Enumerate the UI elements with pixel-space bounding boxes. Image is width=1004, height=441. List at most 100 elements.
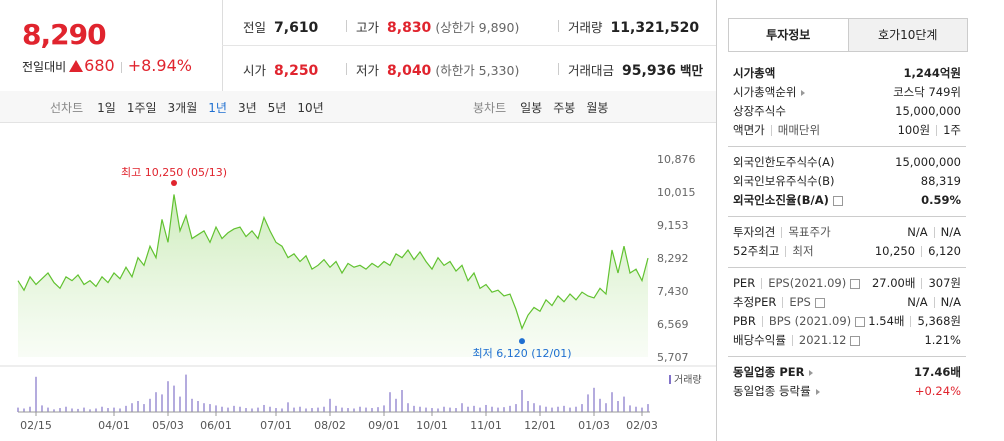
stat-row-divider [222, 45, 716, 46]
separator [120, 62, 122, 73]
value-part: 1,244억원 [903, 66, 961, 80]
tab[interactable]: 호가10단계 [847, 19, 967, 51]
toolbar-option[interactable]: 월봉 [586, 101, 609, 115]
volume-bar [29, 406, 31, 412]
volume-bar [329, 398, 331, 412]
volume-bar [533, 403, 535, 412]
toolbar-option[interactable]: 1년 [208, 101, 227, 115]
info-value: 코스닥 749위 [893, 83, 961, 102]
value-part: N/A [907, 225, 928, 239]
volume-bar [569, 407, 571, 412]
toolbar-option[interactable]: 10년 [297, 101, 324, 115]
stat-value: 7,610 [274, 20, 319, 36]
volume-bar [305, 408, 307, 412]
x-tick-label: 12/01 [524, 419, 556, 432]
info-value: 1,244억원 [903, 64, 961, 83]
toolbar-option[interactable]: 3개월 [167, 101, 198, 115]
volume-bar [77, 408, 79, 412]
current-price: 8,290 [22, 18, 107, 51]
value-part: 15,000,000 [895, 155, 961, 169]
volume-bar [335, 405, 337, 412]
volume-bar [347, 408, 349, 412]
volume-bar [641, 407, 643, 412]
x-tick-label: 07/01 [260, 419, 292, 432]
toolbar-option[interactable]: 1일 [97, 101, 116, 115]
y-tick-label: 10,015 [657, 186, 696, 199]
volume-bar [89, 409, 91, 412]
volume-bar [101, 406, 103, 412]
tab[interactable]: 투자정보 [729, 19, 848, 51]
change: 680 [69, 56, 115, 75]
label-part: 목표주가 [788, 225, 831, 239]
toolbar-option[interactable]: 3년 [237, 101, 257, 115]
tabs: 투자정보 호가10단계 [728, 18, 968, 52]
volume-bar [71, 408, 73, 412]
y-tick-label: 9,153 [657, 219, 689, 232]
section: PER EPS(2021.09) 27.00배 307원 추정PER EPS N/A N/A P… [728, 268, 966, 357]
more-icon[interactable] [801, 89, 806, 96]
volume-bar [527, 401, 529, 412]
help-icon[interactable] [850, 335, 861, 346]
price-box: 8,290 전일대비 680 +8.94% [0, 0, 223, 91]
volume-bar [479, 407, 481, 412]
x-tick-label: 02/03 [626, 419, 658, 432]
volume-bar [95, 408, 97, 412]
info-row: 52주최고 최저 10,250 6,120 [728, 242, 966, 261]
more-icon[interactable] [815, 388, 820, 395]
stat: 고가 8,830 (상한가 9,890) [356, 17, 519, 36]
stat-value: 11,321,520 [610, 20, 700, 36]
separator [785, 246, 787, 257]
volume-bar [179, 396, 181, 412]
label-part: 배당수익률 [733, 333, 786, 347]
stat-value: 8,250 [274, 63, 319, 79]
volume-bar [59, 408, 61, 412]
change-value: 680 [84, 56, 115, 75]
info-label: 동일업종 PER [733, 363, 814, 382]
label-part: 매매단위 [777, 123, 821, 137]
volume-bar [323, 406, 325, 412]
more-icon[interactable] [809, 369, 814, 376]
stat: 거래대금 95,936 백만 [568, 60, 703, 79]
volume-bar [377, 407, 379, 412]
toolbar-option[interactable]: 일봉 [520, 101, 543, 115]
stat-label: 고가 [356, 20, 380, 35]
volume-bar [449, 407, 451, 412]
stat-value: 8,040 [387, 63, 432, 79]
help-icon[interactable] [850, 278, 861, 289]
volume-bar [23, 408, 25, 412]
volume-bar [365, 407, 367, 412]
volume-bar [575, 406, 577, 412]
volume-bar [611, 392, 613, 412]
info-value: 88,319 [921, 172, 961, 191]
info-label: 액면가 매매단위 [733, 121, 820, 140]
volume-bar [263, 404, 265, 412]
volume-bar [605, 403, 607, 412]
volume-bar [551, 407, 553, 412]
toolbar-option[interactable]: 5년 [267, 101, 287, 115]
help-icon[interactable] [855, 316, 866, 327]
volume-bar [341, 407, 343, 412]
help-icon[interactable] [832, 195, 843, 206]
volume-bar [545, 406, 547, 412]
toolbar-option[interactable]: 1주일 [126, 101, 157, 115]
info-row: 상장주식수 15,000,000 [728, 102, 966, 121]
volume-bar [425, 407, 427, 412]
info-value: 15,000,000 [895, 102, 961, 121]
volume-bar [623, 396, 625, 412]
toolbar-option[interactable]: 주봉 [553, 101, 576, 115]
toolbar: 선차트 1일 1주일 3개월 1년 3년 5년 10년 봉차트 일봉 주봉 월봉 [0, 91, 716, 123]
info-value: 10,250 6,120 [875, 242, 961, 261]
stat: 거래량 11,321,520 [568, 17, 699, 36]
y-tick-label: 5,707 [657, 351, 689, 364]
info-value: 0.59% [921, 191, 961, 210]
stat-label: 거래량 [568, 20, 603, 35]
toolbar-label: 봉차트 [473, 101, 507, 115]
info-label: PBR BPS (2021.09) [733, 312, 866, 331]
volume-bar [359, 406, 361, 412]
separator [936, 125, 938, 136]
volume-legend-icon [669, 375, 671, 384]
change-rate: +8.94% [127, 56, 192, 75]
volume-bar [557, 406, 559, 412]
info-row: 동일업종 PER 17.46배 [728, 363, 966, 382]
help-icon[interactable] [814, 297, 825, 308]
